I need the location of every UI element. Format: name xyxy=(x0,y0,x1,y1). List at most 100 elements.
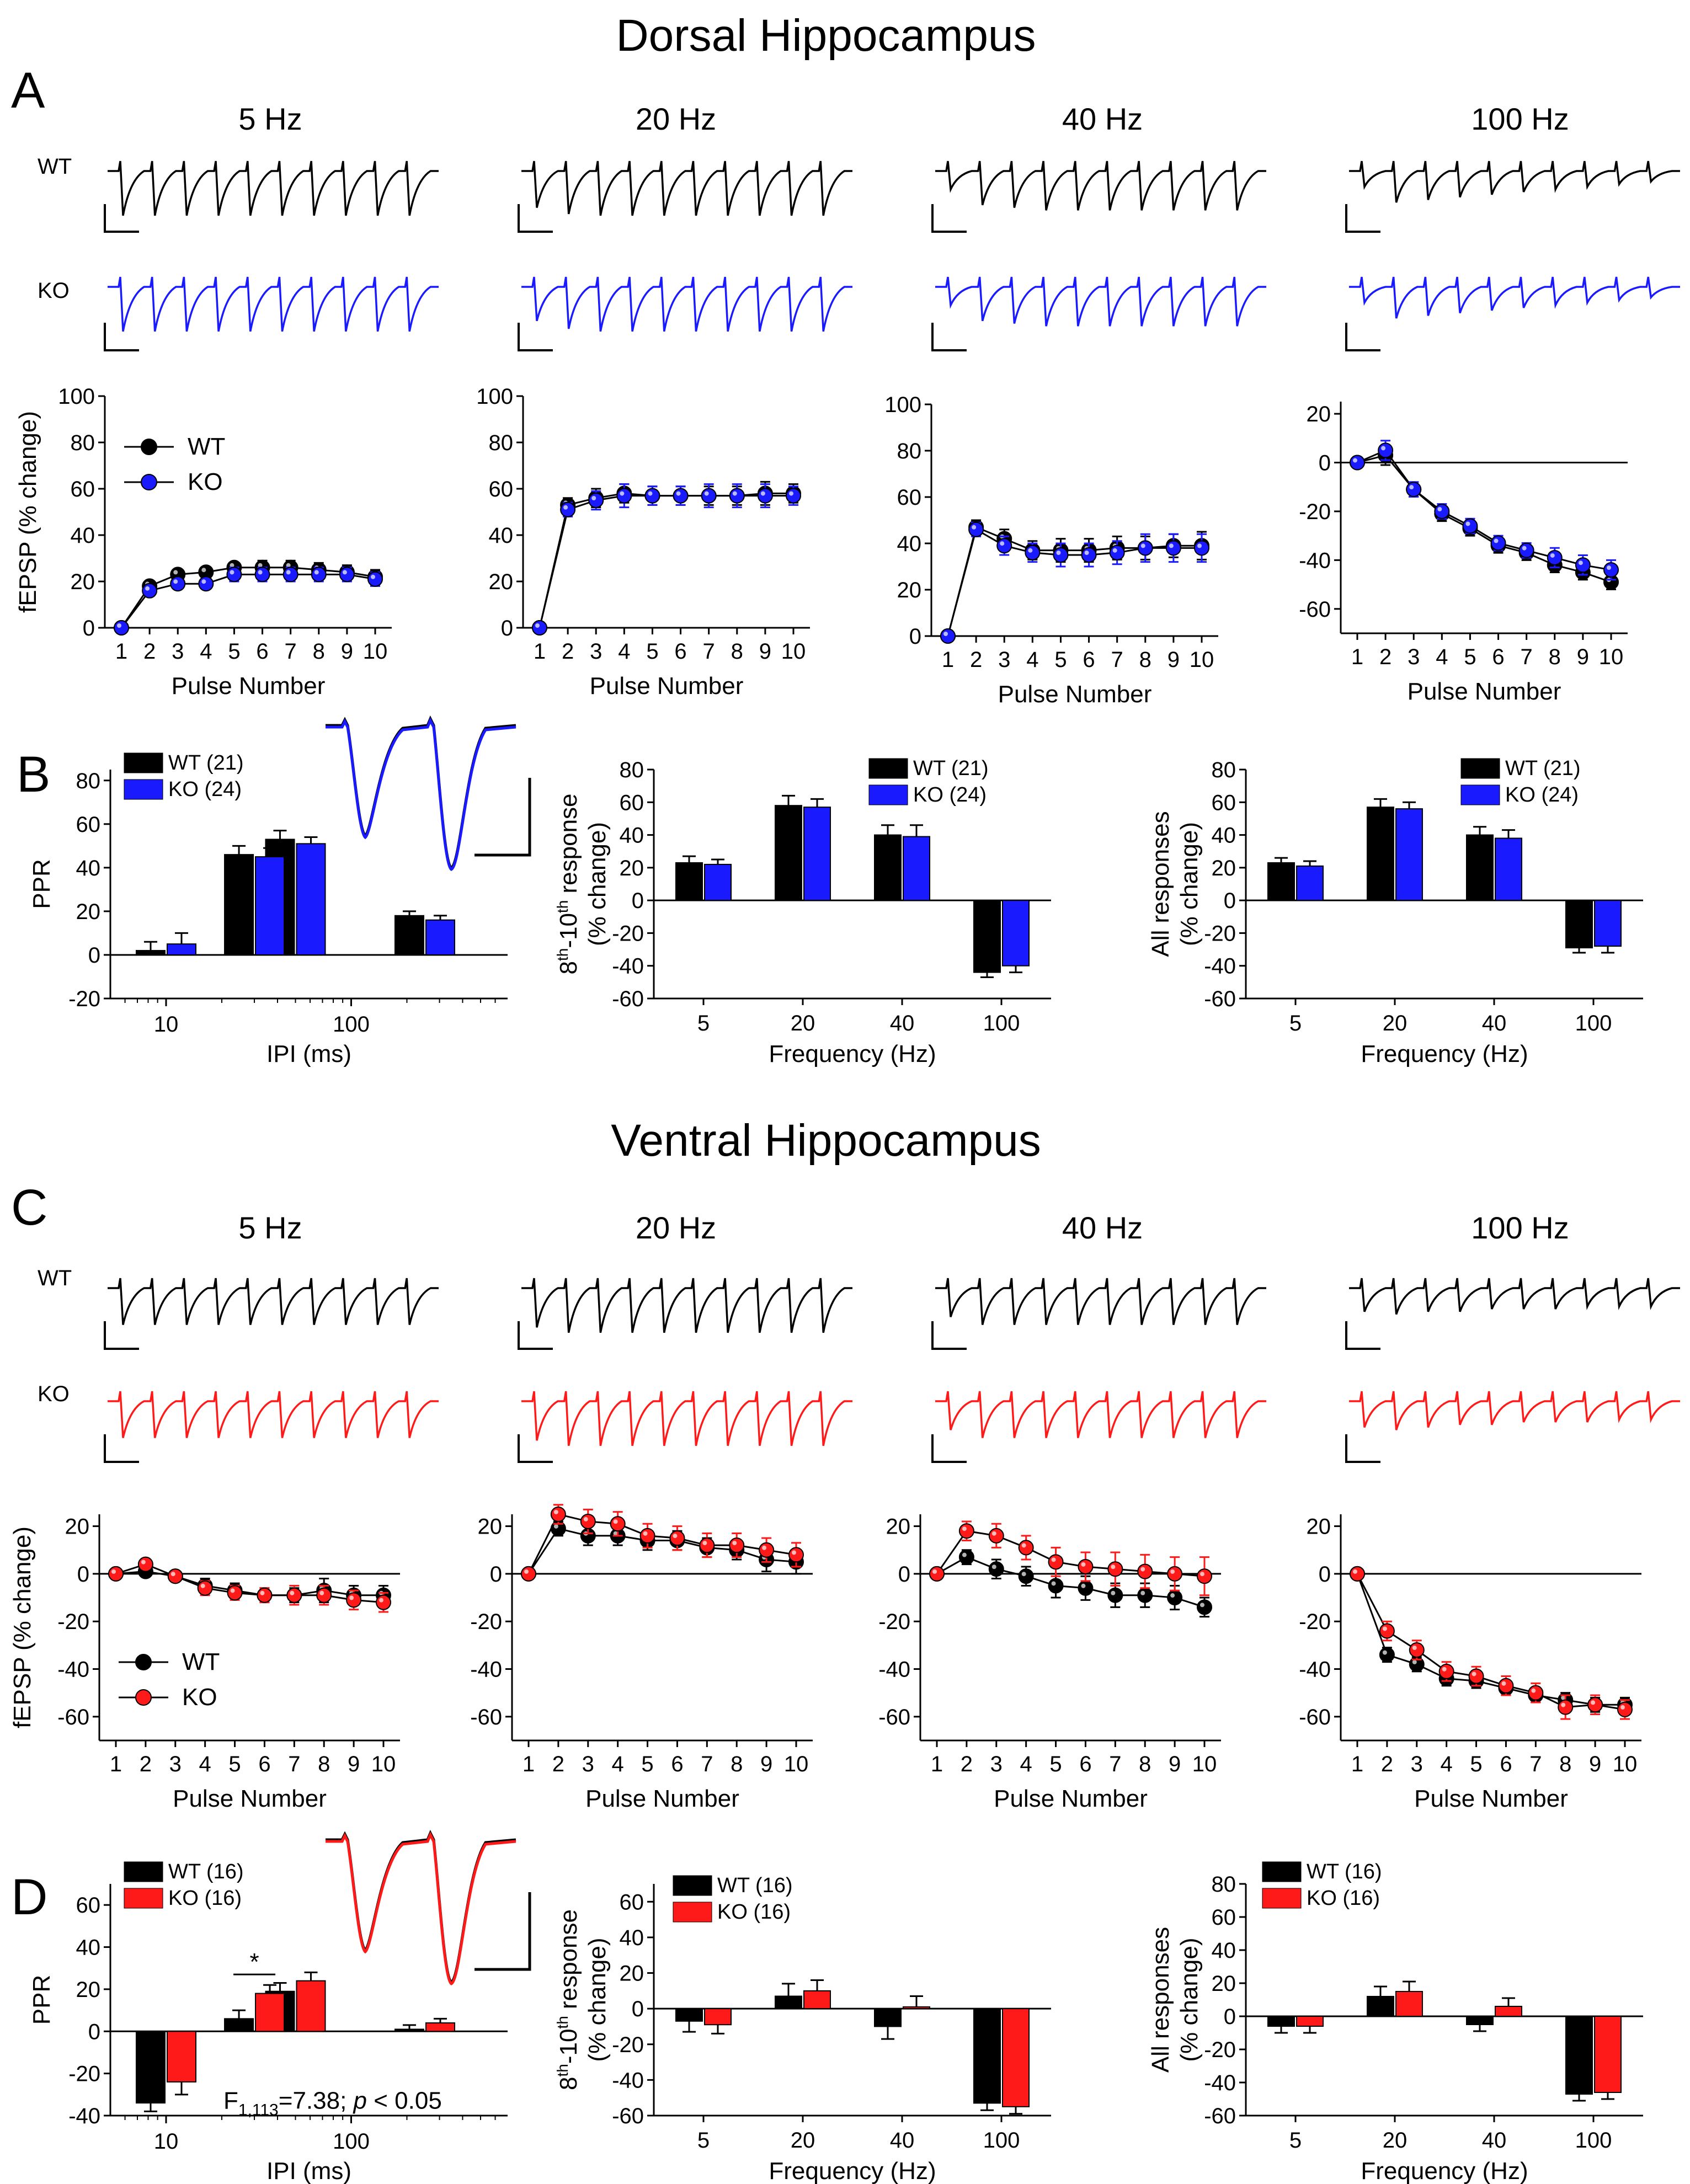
bar-wt xyxy=(1367,1996,1394,2017)
y-axis-label: fEPSP (% change) xyxy=(14,411,41,613)
y-tick-label: 40 xyxy=(71,524,95,548)
bar-wt xyxy=(775,1995,802,2010)
bar-ko xyxy=(803,1990,831,2010)
chart-a4-100hz: -60 -40 -20 0 20 1 2 3 4 5 6 7 8 9 10 Pulse Number xyxy=(1299,402,1628,705)
bar-ko xyxy=(425,2022,455,2032)
x-axis-label: Pulse Number xyxy=(998,681,1152,708)
trace-ventral-wt xyxy=(1349,1278,1680,1315)
freq-label-dorsal: 20 Hz xyxy=(636,102,716,136)
data-point-ko xyxy=(786,488,801,504)
data-point-ko xyxy=(367,571,383,587)
series-line-wt xyxy=(120,567,376,628)
point-highlight xyxy=(553,1524,558,1529)
y-tick-label: 40 xyxy=(76,856,101,880)
data-point-ko xyxy=(1438,1663,1454,1679)
scale-bar xyxy=(931,204,967,233)
data-point-ko xyxy=(560,501,576,517)
y-label-sup: th xyxy=(554,2064,571,2076)
panel-label-b: B xyxy=(17,746,50,803)
x-axis-label: IPI (ms) xyxy=(266,2158,351,2184)
data-point-ko xyxy=(1528,1685,1544,1701)
y-tick-label: -20 xyxy=(878,1610,910,1634)
data-point-ko xyxy=(958,1523,974,1539)
trace-rows: 5 Hz 5 Hz 20 Hz 20 Hz 40 Hz 40 Hz 100 Hz 100 Hz… xyxy=(38,102,1680,1463)
x-tick-label: 3 xyxy=(1411,1752,1423,1776)
y-axis-label: fEPSP (% change) xyxy=(9,1526,36,1728)
point-highlight xyxy=(1442,1667,1447,1672)
y-tick-label: -40 xyxy=(612,954,644,979)
x-tick-label: 20 xyxy=(791,2128,815,2153)
legend-label: KO (24) xyxy=(1505,783,1579,807)
x-tick-label: 40 xyxy=(890,1011,915,1035)
point-highlight xyxy=(173,579,178,584)
x-tick-label: 9 xyxy=(341,639,353,664)
y-tick-label: -60 xyxy=(612,987,644,1011)
data-point-wt xyxy=(1197,1599,1212,1615)
trace-dorsal-wt xyxy=(1349,161,1680,203)
x-axis-label: Pulse Number xyxy=(994,1785,1148,1812)
x-tick-label: 4 xyxy=(1026,648,1038,672)
y-tick-label: 80 xyxy=(76,769,101,793)
data-point-ko xyxy=(1434,503,1450,519)
x-tick-label: 5 xyxy=(646,639,658,664)
x-tick-label: 40 xyxy=(890,2128,915,2153)
legend-label: WT xyxy=(188,433,225,460)
data-point-ko xyxy=(316,1587,332,1603)
trace-dorsal-wt xyxy=(935,161,1266,211)
bar-ko xyxy=(425,919,455,955)
inset-scale-bar xyxy=(475,1892,531,1971)
y-tick-label: -20 xyxy=(1299,500,1331,524)
data-point-ko xyxy=(1587,1697,1603,1713)
x-tick-label: 6 xyxy=(258,1752,270,1776)
x-tick-label: 9 xyxy=(348,1752,360,1776)
stat-annotation: F1,113=7.38; p < 0.05 xyxy=(223,2087,442,2119)
data-point-wt xyxy=(1018,1568,1034,1584)
y-tick-label: 20 xyxy=(897,578,922,602)
x-tick-label: 9 xyxy=(760,1752,772,1776)
data-point-ko xyxy=(639,1528,655,1544)
y-tick-label: 20 xyxy=(478,1515,503,1539)
data-point-ko xyxy=(588,493,604,508)
y-label-line1: All responses xyxy=(1147,1927,1174,2073)
point-highlight xyxy=(991,1531,996,1536)
y-tick-label: 0 xyxy=(1319,1562,1331,1587)
x-tick-label: 5 xyxy=(1289,2128,1302,2153)
legend-swatch xyxy=(124,1888,163,1909)
point-highlight xyxy=(620,491,625,496)
x-tick-label: 7 xyxy=(285,639,297,664)
data-point-ko xyxy=(1603,562,1619,578)
point-highlight xyxy=(170,1572,175,1577)
y-label-line1: 8th-10th response xyxy=(554,1909,582,2090)
chart-d1-ppr: -40 -20 0 20 40 60 10 100 IPI (ms) PPR WT (16) KO (… xyxy=(28,1829,531,2184)
y-label-part: -10 xyxy=(555,2029,582,2064)
point-highlight xyxy=(173,570,178,575)
data-point-wt xyxy=(1107,1587,1123,1603)
chart-d3-all-responses: -60 -40 -20 0 20 40 60 80 5 20 40 100 Frequency (Hz)… xyxy=(1147,1860,1643,2184)
x-tick-label: 9 xyxy=(1577,645,1589,669)
scale-bar xyxy=(518,1434,553,1463)
data-point-ko xyxy=(197,1580,213,1596)
stat-value: =7.38; xyxy=(279,2087,354,2114)
bar-wt xyxy=(1466,2016,1494,2025)
x-tick-label: 6 xyxy=(671,1752,683,1776)
trace-ventral-wt xyxy=(521,1278,852,1333)
legend-label: WT xyxy=(182,1648,220,1675)
legend-label: WT (16) xyxy=(1307,1860,1382,1883)
point-highlight xyxy=(117,623,121,628)
bar-wt xyxy=(135,2031,166,2104)
data-point-ko xyxy=(1468,1668,1484,1684)
data-point-ko xyxy=(644,488,660,504)
x-tick-label: 8 xyxy=(313,639,325,664)
y-label-sup: th xyxy=(554,900,571,913)
y-tick-label: 100 xyxy=(58,385,95,409)
point-highlight xyxy=(1607,565,1611,570)
row-label-ko: KO xyxy=(38,279,70,303)
x-tick-label: 1 xyxy=(115,639,127,664)
legend-swatch xyxy=(124,1861,163,1882)
point-highlight xyxy=(1200,1572,1204,1577)
x-axis-label: IPI (ms) xyxy=(266,1040,351,1067)
legend-label: KO (16) xyxy=(168,1887,242,1910)
data-point-ko xyxy=(282,567,298,583)
y-tick-label: 0 xyxy=(83,616,95,640)
